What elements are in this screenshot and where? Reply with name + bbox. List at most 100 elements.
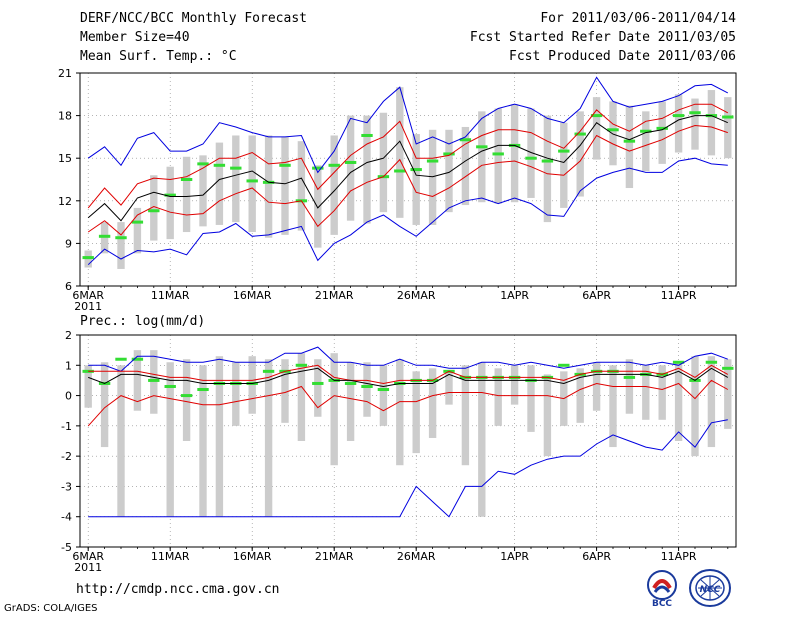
y-tick-label: 1: [65, 359, 72, 372]
bcc-logo: BCC: [642, 568, 682, 609]
median-mark: [459, 138, 472, 142]
ensemble-box: [658, 365, 666, 420]
ensemble-box: [576, 111, 584, 197]
x-tick-label: 21MAR: [315, 550, 354, 563]
y-tick-label: 18: [58, 110, 72, 123]
x-tick-label: 6MAR: [72, 550, 104, 563]
plot-frame: [79, 334, 737, 548]
series-line-mean-minus-std: [87, 379, 729, 427]
ensemble-box: [199, 365, 207, 517]
median-mark: [213, 163, 226, 167]
median-mark: [246, 179, 258, 183]
y-tick-label: -5: [61, 541, 72, 554]
ensemble-box: [707, 90, 716, 156]
series-line-mean: [87, 115, 728, 222]
ensemble-box: [363, 362, 371, 417]
ensemble-box: [248, 135, 256, 233]
median-mark: [115, 357, 127, 361]
x-tick-label: 6MAR: [72, 289, 104, 302]
median-mark: [689, 111, 701, 115]
ensemble-box: [396, 87, 404, 218]
ensemble-box: [346, 362, 355, 441]
median-mark: [312, 166, 324, 170]
median-mark: [164, 193, 176, 197]
variable-label-prec: Prec.: log(mm/d): [80, 314, 205, 329]
median-mark: [640, 129, 652, 133]
ensemble-box: [691, 98, 699, 150]
median-mark: [443, 152, 455, 156]
median-mark: [361, 133, 373, 137]
ensemble-box: [215, 142, 224, 225]
median-mark: [82, 256, 94, 260]
x-tick-label: 21MAR: [315, 289, 354, 302]
series-line-min: [87, 157, 728, 266]
median-mark: [164, 384, 176, 388]
y-tick-label: -1: [61, 420, 72, 433]
series-line-mean-plus-std: [87, 103, 729, 209]
median-mark: [361, 384, 373, 388]
ensemble-box: [117, 365, 125, 517]
ensemble-box: [543, 115, 552, 223]
median-mark: [705, 360, 718, 364]
ensemble-box: [100, 362, 109, 448]
median-mark: [180, 178, 193, 181]
ensemble-box: [150, 175, 158, 241]
median-mark: [148, 378, 160, 382]
y-tick-label: -4: [61, 511, 72, 524]
ensemble-box: [363, 115, 371, 224]
median-mark: [525, 156, 537, 160]
y-tick-label: 9: [65, 237, 72, 250]
median-mark: [623, 139, 636, 143]
x-tick-label: 6APR: [582, 289, 611, 302]
y-tick-label: 2: [65, 329, 72, 342]
ensemble-box: [281, 359, 289, 423]
ensemble-box: [642, 365, 650, 420]
ensemble-box: [215, 356, 224, 517]
ensemble-box: [346, 115, 355, 221]
median-mark: [623, 375, 636, 379]
forecast-produced-date: Fcst Produced Date 2011/03/06: [509, 49, 736, 64]
median-mark: [541, 159, 554, 163]
ensemble-box: [84, 365, 92, 408]
median-mark: [377, 388, 390, 392]
median-mark: [115, 236, 127, 240]
median-mark: [344, 381, 357, 385]
ensemble-box: [707, 356, 716, 448]
source-url[interactable]: http://cmdp.ncc.cma.gov.cn: [76, 582, 280, 597]
ensemble-box: [117, 222, 125, 269]
ensemble-box: [609, 101, 617, 166]
ensemble-box: [609, 365, 617, 448]
median-mark: [197, 162, 209, 166]
series-line-mean: [88, 367, 729, 388]
x-tick-label: 6APR: [582, 550, 611, 563]
median-mark: [279, 163, 291, 167]
y-tick-label: 6: [65, 280, 72, 293]
y-tick-label: 12: [58, 195, 72, 208]
ensemble-box: [543, 374, 552, 457]
ensemble-box: [510, 104, 519, 203]
ensemble-box: [297, 141, 306, 231]
x-tick-label: 26MAR: [397, 289, 436, 302]
series-line-mean-plus-std: [88, 364, 729, 385]
ensemble-box: [642, 111, 650, 171]
ensemble-box: [428, 129, 437, 225]
median-mark: [607, 128, 619, 132]
median-mark: [230, 166, 242, 170]
x-tick-label: 11APR: [661, 289, 697, 302]
median-mark: [590, 114, 603, 118]
median-mark: [558, 363, 570, 367]
ensemble-box: [314, 359, 322, 417]
ensemble-box: [724, 359, 732, 429]
ncc-logo: NCC: [688, 568, 732, 608]
ensemble-box: [724, 97, 732, 159]
ensemble-box: [625, 105, 634, 189]
ensemble-box: [510, 365, 519, 405]
ensemble-box: [592, 362, 601, 411]
ensemble-box: [674, 94, 683, 153]
x-tick-label: 11MAR: [151, 289, 190, 302]
ensemble-box: [182, 156, 191, 233]
forecast-period: For 2011/03/06-2011/04/14: [540, 11, 736, 26]
ensemble-box: [494, 368, 502, 426]
